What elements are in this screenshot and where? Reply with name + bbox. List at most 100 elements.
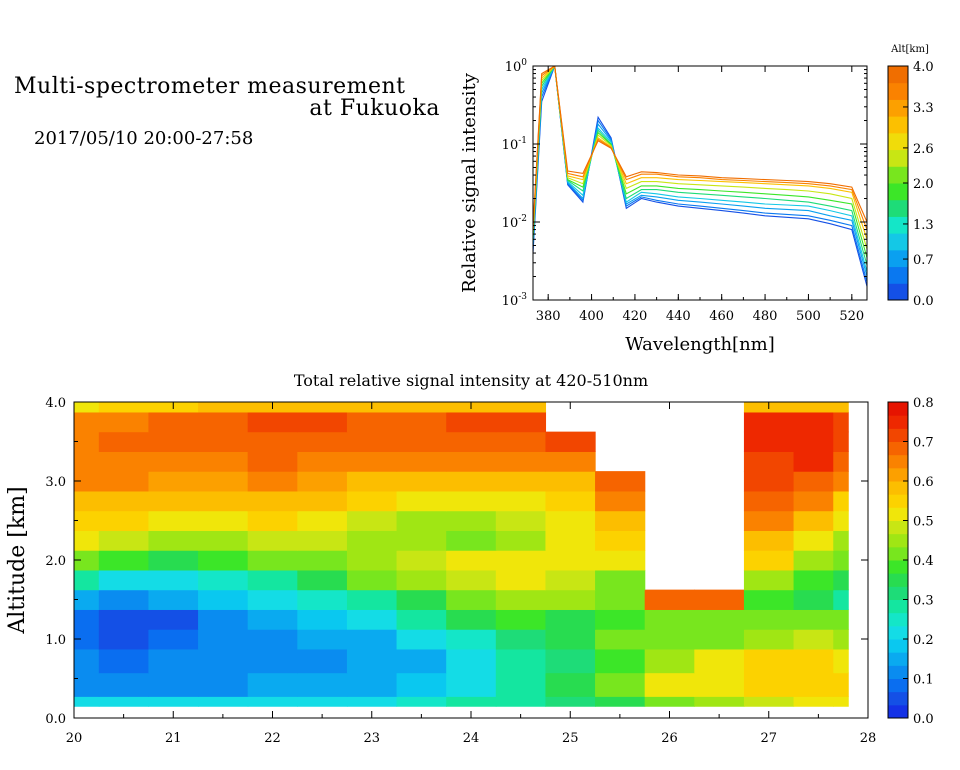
heatmap-cell: [495, 648, 547, 674]
measurement-datetime: 2017/05/10 20:00-27:58: [34, 128, 254, 149]
intensity-colorbar-segment-2: [888, 678, 908, 693]
heatmap-cell: [98, 629, 150, 650]
heatmap-cell: [346, 550, 398, 571]
heatmap-cell: [833, 629, 849, 650]
intensity-colorbar-segment-14: [888, 520, 908, 535]
heatmap-cell: [694, 589, 745, 610]
heatmap-cell: [495, 411, 547, 433]
heatmap-cell: [595, 530, 646, 551]
heatmap-cell: [446, 648, 497, 674]
heatmap-cell: [98, 672, 150, 697]
spectrum-series-3: [533, 66, 867, 272]
heatmap-title: Total relative signal intensity at 420-5…: [294, 371, 648, 390]
heatmap-cell: [446, 411, 497, 433]
heatmap-cell: [247, 672, 298, 697]
heatmap-cell: [793, 609, 834, 630]
heatmap-cell: [833, 672, 849, 697]
heatmap-y-tick-label-1: 1.0: [45, 633, 66, 648]
intensity-colorbar-segment-16: [888, 494, 908, 508]
heatmap-cell: [198, 569, 249, 591]
heatmap-cell: [644, 648, 695, 674]
intensity-colorbar-segment-12: [888, 546, 908, 561]
heatmap-cell: [198, 411, 249, 433]
heatmap-cell: [495, 471, 547, 492]
heatmap-cell: [198, 696, 249, 707]
heatmap-cell: [74, 629, 100, 650]
heatmap-cell: [545, 569, 596, 591]
heatmap-cell: [833, 402, 849, 413]
altitude-colorbar-tick-label-1: 0.7: [913, 253, 934, 268]
heatmap-cell: [644, 609, 695, 630]
intensity-colorbar-tick-label-8: 0.8: [913, 396, 934, 411]
heatmap-cell: [396, 589, 447, 610]
heatmap-cell: [98, 431, 150, 452]
altitude-colorbar-segment-5: [888, 199, 908, 217]
heatmap-cell: [446, 609, 497, 630]
heatmap-cell: [833, 550, 849, 571]
heatmap-x-tick-label-2: 22: [264, 731, 281, 746]
spectrum-x-axis-label: Wavelength[nm]: [625, 334, 775, 355]
heatmap-cell: [446, 490, 497, 512]
heatmap-y-tick-label-4: 4.0: [45, 396, 66, 411]
heatmap-cell: [595, 490, 646, 512]
heatmap-cell: [694, 609, 745, 630]
spectrum-x-tick-label-2: 420: [623, 309, 648, 324]
heatmap-cell: [793, 629, 834, 650]
heatmap-cell: [346, 510, 398, 531]
heatmap-cell: [446, 510, 497, 531]
heatmap-cell: [644, 629, 695, 650]
intensity-colorbar-segment-22: [888, 415, 908, 429]
heatmap-cell: [545, 629, 596, 650]
intensity-colorbar-segment-3: [888, 665, 908, 679]
heatmap-cell: [74, 510, 100, 531]
intensity-colorbar-tick-label-0: 0.0: [913, 712, 934, 727]
heatmap-cell: [396, 471, 447, 492]
spectrum-series-5: [533, 66, 867, 258]
heatmap-cell: [148, 530, 199, 551]
heatmap-cell: [396, 431, 447, 452]
heatmap-cell: [98, 696, 150, 707]
heatmap-x-tick-label-3: 23: [363, 731, 380, 746]
altitude-colorbar-tick-label-3: 2.0: [913, 177, 934, 192]
heatmap-cell: [297, 550, 348, 571]
heatmap-cell: [346, 672, 398, 697]
altitude-colorbar-tick-label-2: 1.3: [913, 218, 934, 233]
heatmap-cell: [495, 510, 547, 531]
heatmap-cell: [495, 609, 547, 630]
altitude-colorbar-segment-10: [888, 116, 908, 134]
heatmap-cell: [595, 550, 646, 571]
heatmap-cell: [74, 609, 100, 630]
heatmap-cell: [247, 589, 298, 610]
heatmap-cell: [833, 696, 849, 707]
spectrum-y-tick-label-1: 10-2: [502, 214, 527, 231]
intensity-colorbar-segment-13: [888, 533, 908, 548]
heatmap-cell: [198, 672, 249, 697]
heatmap-cell: [98, 471, 150, 492]
intensity-colorbar-tick-label-3: 0.3: [913, 594, 934, 609]
heatmap-cell: [247, 510, 298, 531]
heatmap-cell: [148, 609, 199, 630]
heatmap-cell: [545, 672, 596, 697]
intensity-colorbar-segment-20: [888, 441, 908, 456]
heatmap-cell: [545, 510, 596, 531]
intensity-colorbar-segment-6: [888, 625, 908, 640]
heatmap-cell: [743, 471, 795, 492]
heatmap-cell: [346, 471, 398, 492]
heatmap-cell: [396, 648, 447, 674]
title-line-2: at Fukuoka: [309, 96, 440, 121]
heatmap-cell: [446, 530, 497, 551]
heatmap-cell: [148, 569, 199, 591]
altitude-colorbar-segment-1: [888, 266, 908, 284]
heatmap-cell: [297, 672, 348, 697]
heatmap-cell: [74, 672, 100, 697]
spectrum-plot-area: 380 400 420 440 460 480 500 520 10-3 10-2 10-1 100 W…: [459, 58, 868, 355]
spectrum-series-2: [533, 66, 867, 277]
heatmap-cell: [74, 471, 100, 492]
heatmap-cell: [446, 451, 497, 472]
heatmap-cell: [346, 431, 398, 452]
heatmap-cell: [247, 490, 298, 512]
intensity-colorbar-segment-0: [888, 704, 908, 719]
heatmap-cell: [396, 550, 447, 571]
heatmap-cell: [545, 550, 596, 571]
